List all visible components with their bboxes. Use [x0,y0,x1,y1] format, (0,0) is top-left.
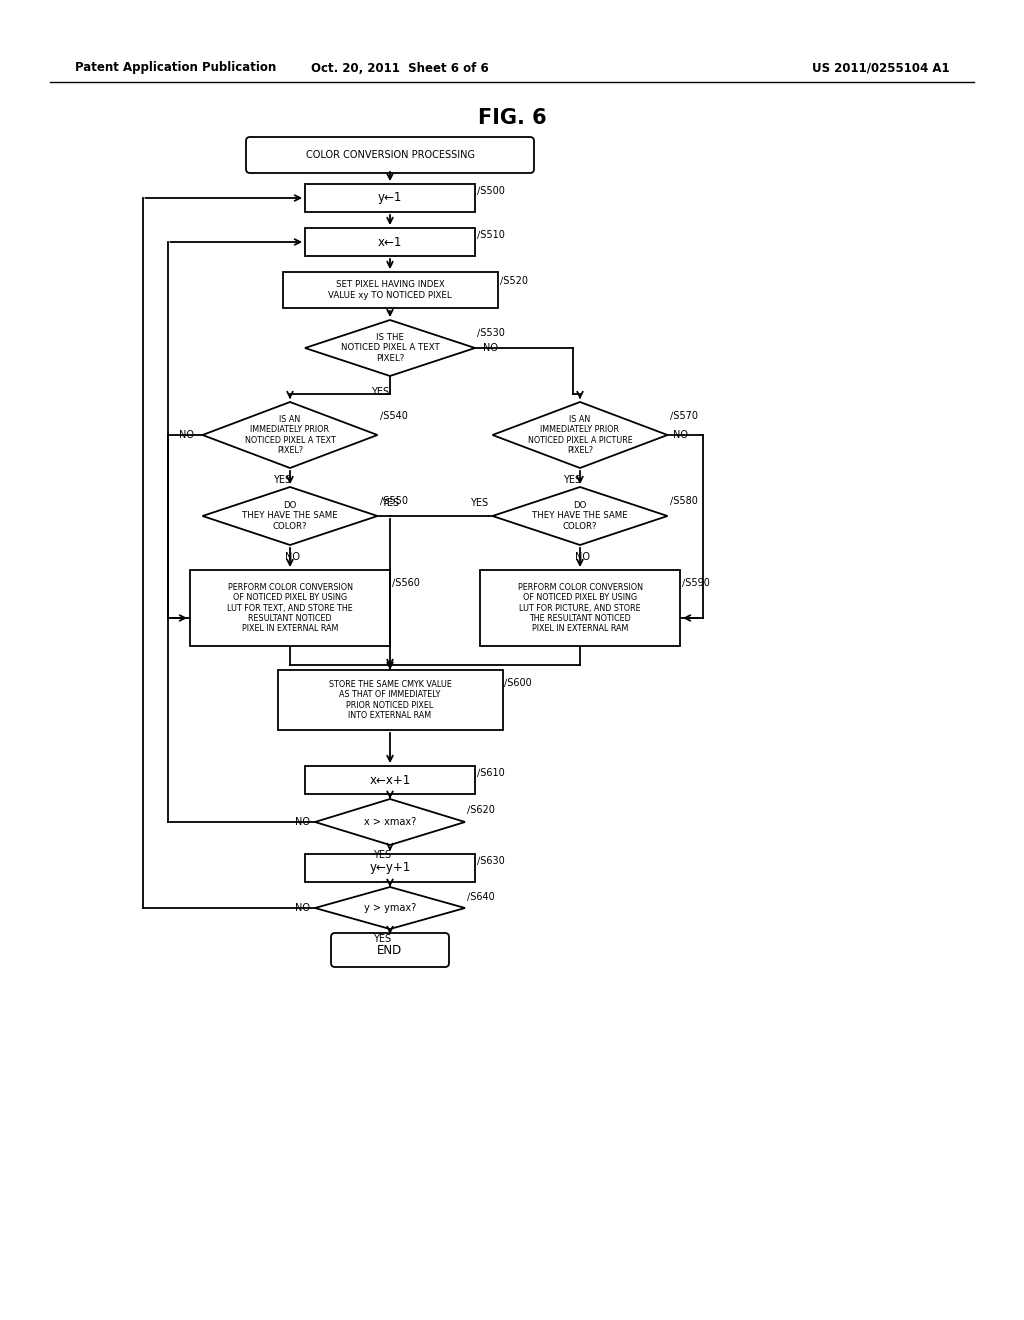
Text: COLOR CONVERSION PROCESSING: COLOR CONVERSION PROCESSING [305,150,474,160]
Text: NO: NO [483,343,498,352]
Text: y←y+1: y←y+1 [370,862,411,874]
Text: PERFORM COLOR CONVERSION
OF NOTICED PIXEL BY USING
LUT FOR TEXT, AND STORE THE
R: PERFORM COLOR CONVERSION OF NOTICED PIXE… [227,582,353,634]
Text: ∕S500: ∕S500 [477,185,505,195]
Text: ∕S610: ∕S610 [477,767,505,777]
Text: NO: NO [574,552,590,562]
Text: ∕S510: ∕S510 [477,228,505,239]
Text: PERFORM COLOR CONVERSION
OF NOTICED PIXEL BY USING
LUT FOR PICTURE, AND STORE
TH: PERFORM COLOR CONVERSION OF NOTICED PIXE… [517,582,642,634]
Text: y > ymax?: y > ymax? [364,903,416,913]
Bar [305,854,475,882]
Text: y←1: y←1 [378,191,402,205]
Text: x←1: x←1 [378,235,402,248]
Polygon shape [203,403,378,469]
Text: ∕S520: ∕S520 [500,275,527,285]
Text: YES: YES [371,387,389,397]
Text: YES: YES [563,475,581,484]
Bar [283,272,498,308]
FancyBboxPatch shape [246,137,534,173]
Polygon shape [493,487,668,545]
Text: ∕S600: ∕S600 [505,677,532,686]
Bar [305,183,475,213]
Text: YES: YES [373,850,391,861]
Text: NO: NO [673,430,687,440]
Text: Oct. 20, 2011  Sheet 6 of 6: Oct. 20, 2011 Sheet 6 of 6 [311,62,488,74]
Text: Patent Application Publication: Patent Application Publication [75,62,276,74]
Text: ∕S540: ∕S540 [380,411,408,420]
Text: ∕S550: ∕S550 [380,495,408,506]
Bar [278,671,503,730]
Text: IS AN
IMMEDIATELY PRIOR
NOTICED PIXEL A TEXT
PIXEL?: IS AN IMMEDIATELY PRIOR NOTICED PIXEL A … [245,414,336,455]
Polygon shape [315,887,465,929]
Polygon shape [305,319,475,376]
Text: SET PIXEL HAVING INDEX
VALUE xy TO NOTICED PIXEL: SET PIXEL HAVING INDEX VALUE xy TO NOTIC… [328,280,452,300]
Text: YES: YES [470,498,488,508]
Bar [305,766,475,795]
Text: NO: NO [295,817,310,828]
Text: FIG. 6: FIG. 6 [477,108,547,128]
Text: YES: YES [273,475,291,484]
Text: YES: YES [373,935,391,944]
Text: NO: NO [285,552,299,562]
Text: NO: NO [179,430,195,440]
Text: IS AN
IMMEDIATELY PRIOR
NOTICED PIXEL A PICTURE
PIXEL?: IS AN IMMEDIATELY PRIOR NOTICED PIXEL A … [527,414,633,455]
Text: DO
THEY HAVE THE SAME
COLOR?: DO THEY HAVE THE SAME COLOR? [242,502,338,531]
Text: x←x+1: x←x+1 [370,774,411,787]
Polygon shape [315,799,465,845]
Bar [190,570,390,645]
Text: ∕S620: ∕S620 [467,804,495,814]
Bar [480,570,680,645]
Text: NO: NO [295,903,310,913]
Text: ∕S640: ∕S640 [467,891,495,902]
Text: ∕S580: ∕S580 [670,495,697,506]
Text: ∕S630: ∕S630 [477,855,505,865]
Text: STORE THE SAME CMYK VALUE
AS THAT OF IMMEDIATELY
PRIOR NOTICED PIXEL
INTO EXTERN: STORE THE SAME CMYK VALUE AS THAT OF IMM… [329,680,452,721]
Text: ∕S530: ∕S530 [477,327,505,337]
Text: DO
THEY HAVE THE SAME
COLOR?: DO THEY HAVE THE SAME COLOR? [532,502,628,531]
Text: ∕S560: ∕S560 [392,577,420,587]
Text: ∕S590: ∕S590 [682,577,710,587]
Polygon shape [493,403,668,469]
Text: IS THE
NOTICED PIXEL A TEXT
PIXEL?: IS THE NOTICED PIXEL A TEXT PIXEL? [341,333,439,363]
Text: END: END [378,944,402,957]
Text: x > xmax?: x > xmax? [364,817,416,828]
Text: YES: YES [382,498,399,508]
Polygon shape [203,487,378,545]
Text: US 2011/0255104 A1: US 2011/0255104 A1 [812,62,950,74]
Text: ∕S570: ∕S570 [670,411,697,420]
Bar [305,228,475,256]
FancyBboxPatch shape [331,933,449,968]
